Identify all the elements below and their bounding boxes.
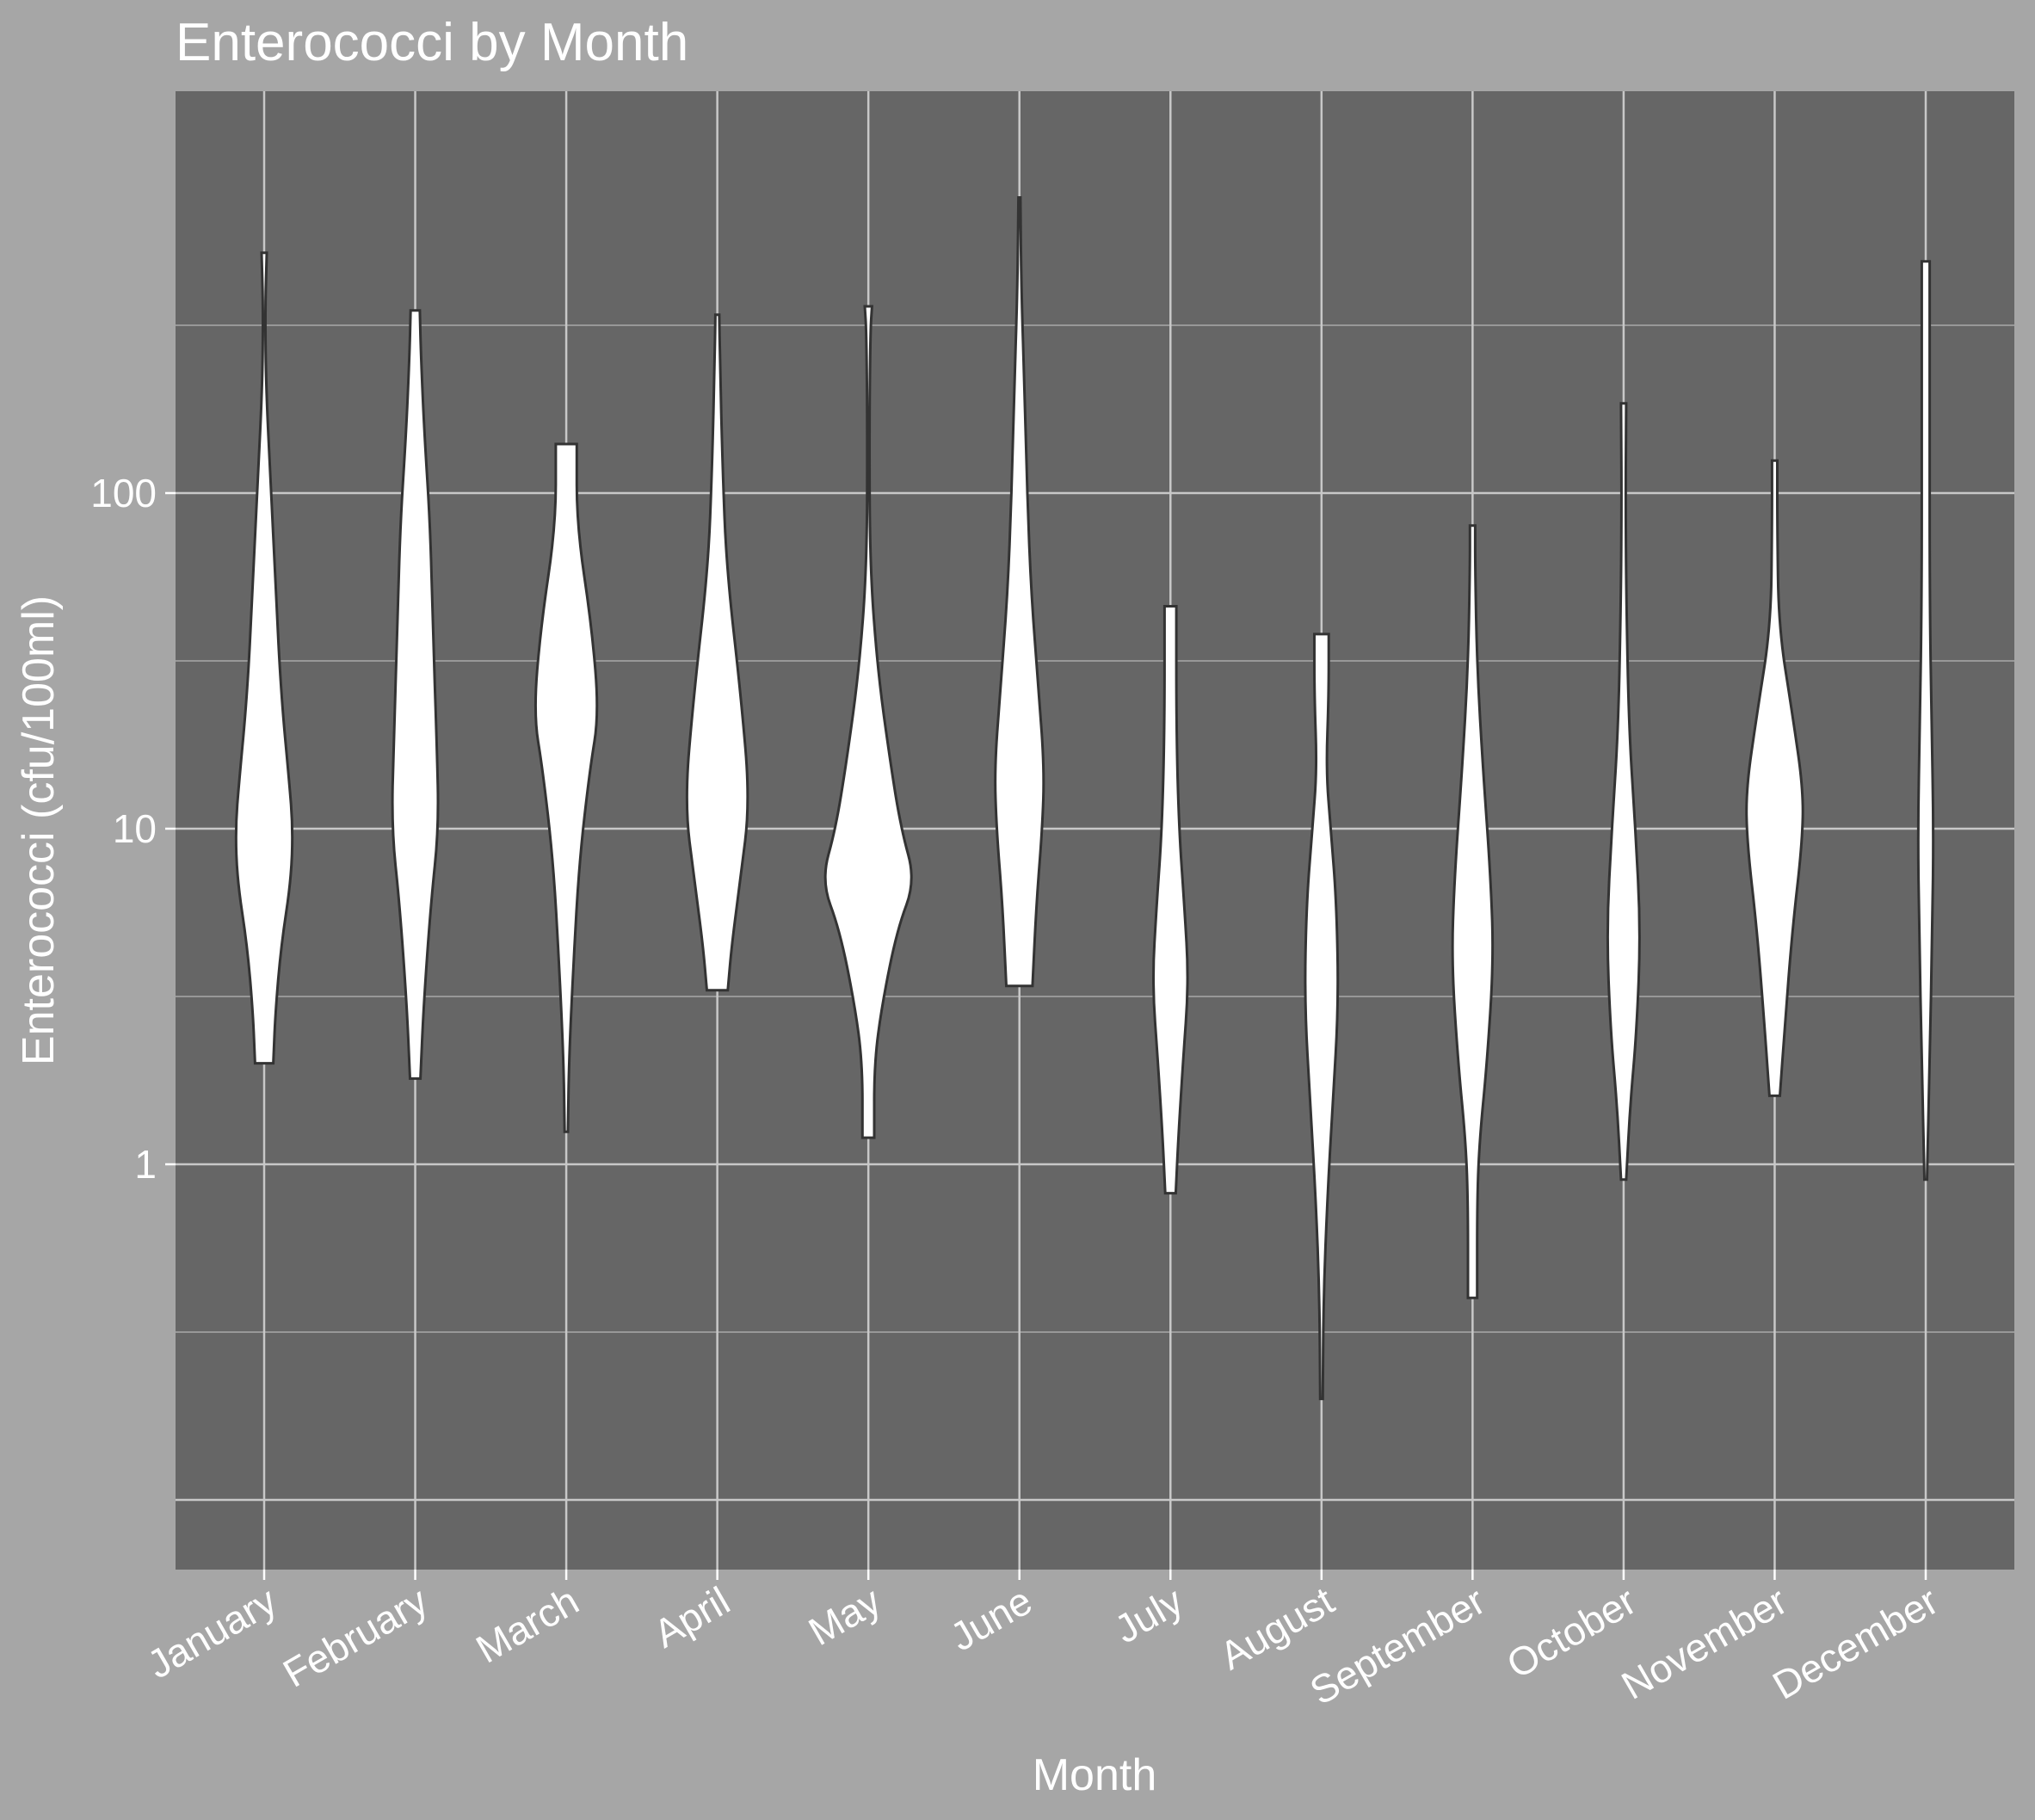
y-tick-label: 1 — [134, 1142, 157, 1187]
violin-january — [234, 251, 294, 1065]
violins — [234, 196, 1935, 1401]
violin-december — [1916, 260, 1935, 1181]
violin-march — [533, 442, 599, 1133]
chart-title: Enterococci by Month — [176, 13, 688, 72]
y-tick-label: 100 — [90, 471, 157, 515]
y-tick-label: 10 — [113, 806, 157, 851]
violin-february — [391, 309, 440, 1080]
violin-july — [1152, 605, 1189, 1195]
minor-grid — [176, 324, 2014, 1333]
violin-june — [994, 196, 1045, 988]
plot-panel — [176, 91, 2014, 1570]
y-axis-title: Enterococci (cfu/100ml) — [14, 595, 64, 1065]
violin-october — [1606, 402, 1641, 1181]
x-axis-title: Month — [1033, 1750, 1157, 1800]
violin-august — [1304, 632, 1340, 1401]
violin-november — [1745, 459, 1804, 1097]
violin-april — [685, 313, 749, 992]
violin-september — [1451, 524, 1495, 1299]
y-axis: 1 10 100 — [90, 471, 176, 1187]
violin-may — [823, 305, 913, 1139]
